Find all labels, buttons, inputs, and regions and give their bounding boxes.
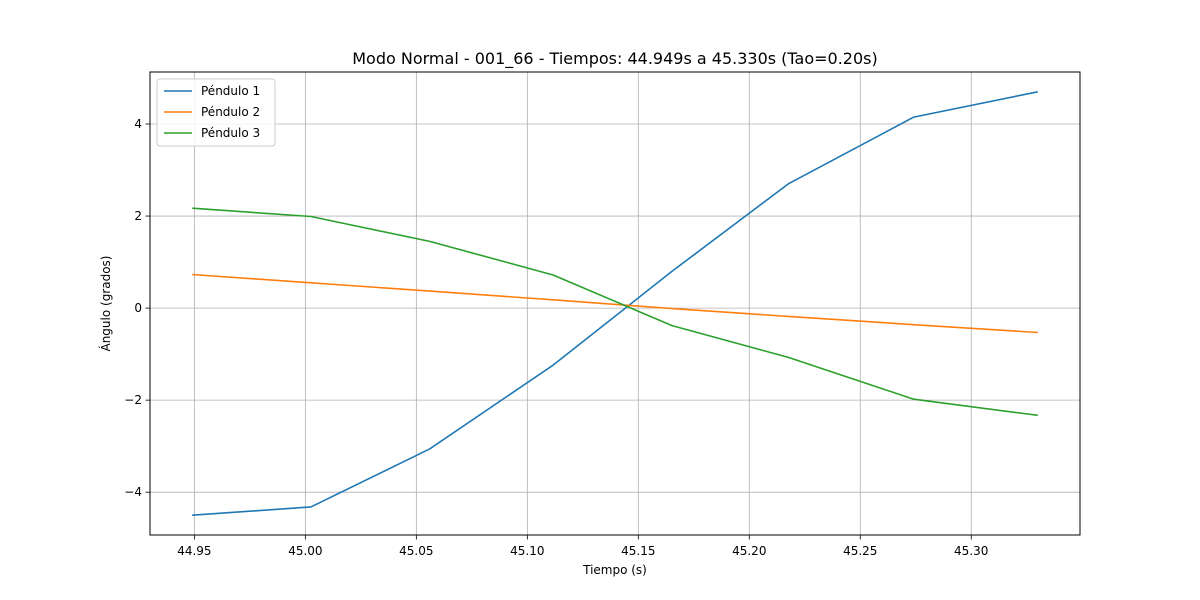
y-tick-label: −4 [124, 485, 142, 499]
legend-label-pendulo-3: Péndulo 3 [201, 126, 260, 140]
legend-label-pendulo-2: Péndulo 2 [201, 105, 260, 119]
x-axis-label: Tiempo (s) [582, 563, 647, 577]
chart-title: Modo Normal - 001_66 - Tiempos: 44.949s … [352, 49, 878, 69]
x-tick-label: 45.05 [399, 544, 433, 558]
y-tick-label: 0 [134, 301, 142, 315]
legend: Péndulo 1 Péndulo 2 Péndulo 3 [156, 78, 276, 147]
x-tick-label: 45.30 [954, 544, 988, 558]
series-line-pendulo-2 [192, 273, 1038, 334]
legend-label-pendulo-1: Péndulo 1 [201, 84, 260, 98]
series-layer [192, 91, 1038, 517]
ticks: 44.95 45.00 45.05 45.10 45.15 45.20 45.25 45.30… [124, 117, 988, 558]
x-tick-label: 45.10 [510, 544, 544, 558]
y-tick-label: −2 [124, 393, 142, 407]
y-tick-label: 4 [134, 117, 142, 131]
y-tick-label: 2 [134, 209, 142, 223]
x-tick-label: 44.95 [177, 544, 211, 558]
legend-box [156, 78, 276, 147]
series-line-pendulo-1 [192, 91, 1038, 517]
x-tick-label: 45.20 [732, 544, 766, 558]
x-tick-label: 45.15 [621, 544, 655, 558]
y-axis-label: Ángulo (grados) [98, 255, 113, 351]
series-line-pendulo-3 [192, 207, 1038, 417]
plot-frame [149, 71, 1081, 536]
x-tick-label: 45.00 [288, 544, 322, 558]
x-tick-label: 45.25 [843, 544, 877, 558]
